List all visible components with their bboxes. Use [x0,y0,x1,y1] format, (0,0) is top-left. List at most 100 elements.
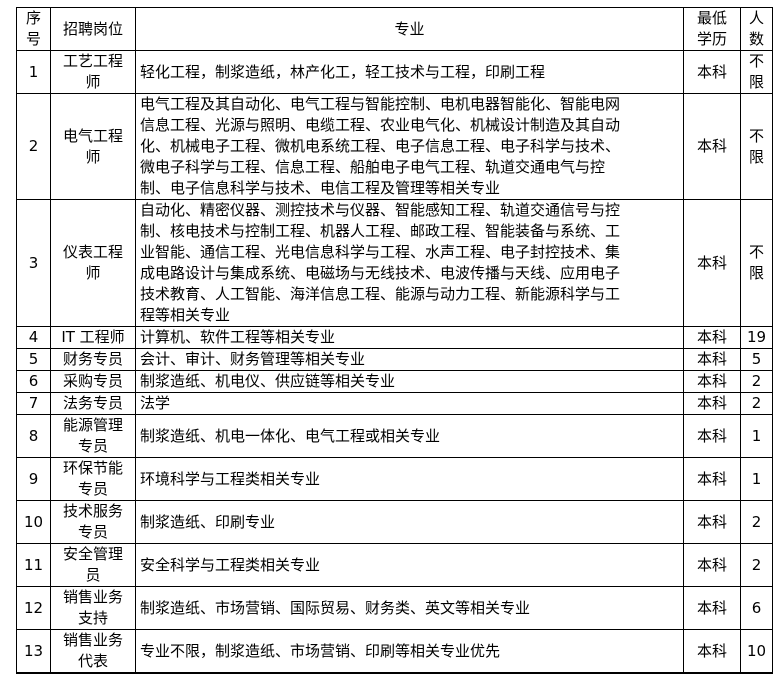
education-cell: 本科 [683,199,741,327]
position-cell: 法务专员 [50,392,136,415]
row-number: 8 [16,414,51,458]
major-cell-line: 会计、审计、财务管理等相关专业 [140,350,366,368]
table-row: 7 法务专员 法学 本科 2 [16,392,773,415]
position-cell-line: 工艺工程 [62,52,123,70]
table-row: 5 财务专员 会计、审计、财务管理等相关专业 本科 5 [16,348,773,371]
position-cell: 电气工程师 [50,93,136,200]
header-education: 最低 学历 [683,7,741,51]
major-cell-line: 微电子科学与工程、信息工程、船舶电子电气工程、轨道交通电气与控 [140,158,606,176]
row-number: 10 [16,500,51,544]
count-cell-line: 6 [751,598,762,617]
header-count: 人数 [740,7,773,51]
count-cell: 6 [740,586,773,630]
education-cell: 本科 [683,370,741,393]
table-row: 4 IT 工程师 计算机、软件工程等相关专业 本科 19 [16,326,773,349]
major-cell-line: 自动化、精密仪器、测控技术与仪器、智能感知工程、轨道交通信号与控 [140,201,621,219]
header-position: 招聘岗位 [50,7,136,51]
position-cell: 环保节能 专员 [50,457,136,501]
position-cell: 工艺工程师 [50,50,136,94]
row-number: 4 [16,326,51,349]
header-major: 专业 [135,7,684,51]
position-cell: 能源管理 专员 [50,414,136,458]
count-cell: 2 [740,543,773,587]
major-cell: 制浆造纸、机电一体化、电气工程或相关专业 [135,414,684,458]
major-cell-line: 制浆造纸、机电仪、供应链等相关专业 [140,372,396,390]
table-row: 11 安全管理员安全科学与工程类相关专业 本科 2 [16,543,773,587]
major-cell: 电气工程及其自动化、电气工程与智能控制、电机电器智能化、智能电网 信息工程、光源与… [135,93,684,200]
row-number: 2 [16,93,51,200]
education-cell: 本科 [683,392,741,415]
count-cell: 5 [740,348,773,371]
table-row: 1 工艺工程师轻化工程，制浆造纸，林产化工，轻工技术与工程，印刷工程 本科不限 [16,50,773,94]
count-cell-line: 2 [751,372,762,390]
major-cell: 制浆造纸、市场营销、国际贸易、财务类、英文等相关专业 [135,586,684,630]
position-cell-line: 支持 [77,609,108,627]
position-cell-line: 财务专员 [62,350,123,368]
count-cell-line: 1 [751,469,762,488]
position-cell-line: 专员 [77,437,108,455]
education-cell: 本科 [683,326,741,349]
major-cell: 制浆造纸、机电仪、供应链等相关专业 [135,370,684,393]
major-cell-line: 电气工程及其自动化、电气工程与智能控制、电机电器智能化、智能电网 [140,95,621,113]
major-cell: 安全科学与工程类相关专业 [135,543,684,587]
major-cell-line: 计算机、软件工程等相关专业 [140,328,336,346]
major-cell-line: 环境科学与工程类相关专业 [140,469,321,488]
count-cell: 1 [740,414,773,458]
major-cell-line: 制浆造纸、印刷专业 [140,512,276,531]
table-row: 12 销售业务 支持 制浆造纸、市场营销、国际贸易、财务类、英文等相关专业 本科 6 [16,586,773,630]
count-cell-line: 限 [748,264,764,282]
major-cell: 制浆造纸、印刷专业 [135,500,684,544]
position-cell: IT 工程师 [50,326,136,349]
position-cell-line: 采购专员 [62,372,123,390]
count-cell-line: 不 [748,126,764,145]
major-cell: 环境科学与工程类相关专业 [135,457,684,501]
row-number: 3 [16,199,51,327]
major-cell-line: 业智能、通信工程、光电信息科学与工程、水声工程、电子封控技术、集 [140,243,621,261]
position-cell: 销售业务 代表 [50,629,136,674]
major-cell-line: 轻化工程，制浆造纸，林产化工，轻工技术与工程，印刷工程 [140,62,546,81]
count-cell: 19 [740,326,773,349]
row-number: 6 [16,370,51,393]
position-cell-line: 能源管理 [62,416,123,434]
table-row: 9 环保节能 专员 环境科学与工程类相关专业 本科 1 [16,457,773,501]
position-cell: 仪表工程师 [50,199,136,327]
major-cell: 计算机、软件工程等相关专业 [135,326,684,349]
row-number: 1 [16,50,51,94]
count-cell: 1 [740,457,773,501]
position-cell: 采购专员 [50,370,136,393]
table-row: 6 采购专员 制浆造纸、机电仪、供应链等相关专业 本科 2 [16,370,773,393]
position-cell-line: IT 工程师 [61,328,125,346]
position-cell-line: 仪表工程 [62,243,123,261]
major-cell-line: 技术教育、人工智能、海洋信息工程、能源与动力工程、新能源科学与工 [140,285,621,303]
education-cell: 本科 [683,500,741,544]
row-number: 7 [16,392,51,415]
count-cell: 2 [740,500,773,544]
header-no: 序号 [16,7,51,51]
position-cell: 销售业务 支持 [50,586,136,630]
major-cell-line: 专业不限，制浆造纸、市场营销、印刷等相关专业优先 [140,641,501,660]
count-cell-line: 19 [746,328,767,346]
count-cell-line: 1 [751,426,762,445]
education-cell: 本科 [683,586,741,630]
position-cell-line: 销售业务 [62,631,123,649]
table-header-row: 序号 招聘岗位 专业 最低 学历 人数 [16,7,773,51]
position-cell-line: 销售业务 [62,588,123,606]
major-cell-line: 制浆造纸、机电一体化、电气工程或相关专业 [140,426,441,445]
major-cell: 法学 [135,392,684,415]
position-cell-line: 师 [85,147,101,166]
education-cell: 本科 [683,414,741,458]
major-cell: 会计、审计、财务管理等相关专业 [135,348,684,371]
count-cell-line: 不 [748,52,764,70]
table-row: 3 仪表工程师自动化、精密仪器、测控技术与仪器、智能感知工程、轨道交通信号与控 制、… [16,199,773,327]
education-cell: 本科 [683,629,741,674]
row-number: 13 [16,629,51,674]
major-cell-line: 信息工程、光源与照明、电缆工程、农业电气化、机械设计制造及其自动 [140,116,621,134]
major-cell-line: 程等相关专业 [140,306,231,324]
count-cell: 2 [740,370,773,393]
count-cell-line: 2 [751,555,762,574]
position-cell-line: 师 [85,73,101,91]
major-cell-line: 化、机械电子工程、微机电系统工程、电子信息工程、电子科学与技术、 [140,137,621,155]
position-cell-line: 员 [85,566,101,584]
education-cell: 本科 [683,93,741,200]
position-cell-line: 电气工程 [62,126,123,145]
